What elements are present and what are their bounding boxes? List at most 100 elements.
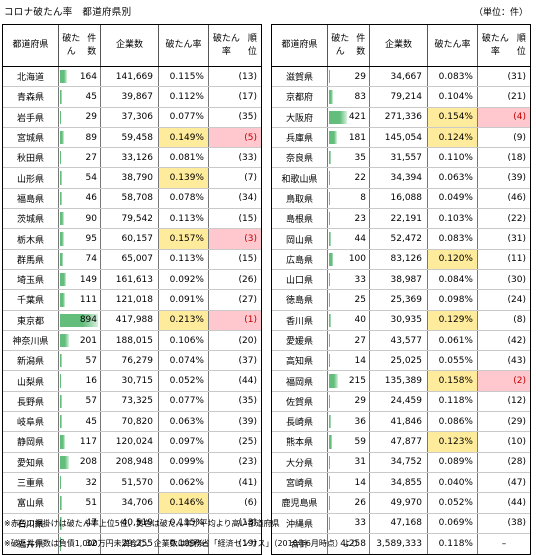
cases-data-bar [60,475,62,490]
rate-cell: 0.113% [159,209,209,229]
rate-cell: 0.077% [159,107,209,127]
page-title: コロナ破たん率 都道府県別 [4,7,132,18]
cases-cell: 421 [328,107,370,127]
cases-cell: 40 [328,310,370,330]
cases-cell: 59 [328,432,370,452]
cases-cell: 201 [59,330,101,351]
rank-cell: (4) [478,107,530,127]
cases-cell: 45 [59,412,101,432]
cases-data-bar [329,272,331,287]
table-header: 都道府県 破たん 件数 企業数 破たん率 破たん率 順位 [3,25,261,67]
rank-cell: (1) [209,310,261,330]
table-row: 青森県 45 39,867 0.112% (17) [3,87,261,108]
table-row: 静岡県 117 120,024 0.097% (25) [3,432,261,453]
rank-cell: (25) [238,436,257,447]
header-rank: 破たん率 順位 [212,33,257,57]
cases-value: 4,258 [340,538,366,549]
companies-cell: 25,025 [370,351,428,371]
cases-cell: 51 [59,493,101,513]
cases-cell: 117 [59,432,101,452]
table-row: 鳥取県 8 16,088 0.049% (46) [272,188,530,210]
table-row: 徳島県 25 25,369 0.098% (24) [272,290,530,311]
prefecture-cell: 北海道 [3,67,59,87]
cases-value: 117 [79,436,97,447]
cases-data-bar [329,475,330,490]
table-row: 鹿児島県 26 49,970 0.052% (44) [272,493,530,514]
table-row: 宮崎県 14 34,855 0.040% (47) [272,472,530,494]
companies-cell: 51,570 [101,472,159,493]
rank-cell: (24) [507,294,526,305]
companies-cell: 22,191 [370,209,428,229]
rate-cell: 0.063% [428,168,478,188]
table-row: 福岡県 215 135,389 0.158% (2) [272,371,530,392]
companies-cell: 121,018 [101,290,159,310]
table-row: 京都府 83 79,214 0.104% (21) [272,87,530,108]
cases-cell: 164 [59,67,101,87]
prefecture-cell: 富山県 [3,493,59,513]
rate-cell: 0.055% [428,351,478,371]
cases-data-bar [60,333,69,348]
rate-cell: 0.074% [159,351,209,371]
companies-cell: 120,024 [101,432,159,452]
cases-cell: 208 [59,452,101,472]
cases-cell: 14 [328,351,370,371]
rank-cell: (44) [238,376,257,387]
companies-cell: 188,015 [101,330,159,351]
cases-data-bar [60,374,61,389]
rate-cell: 0.097% [159,432,209,452]
companies-cell: 271,336 [370,107,428,127]
cases-cell: 33 [328,513,370,533]
cases-data-bar [60,394,63,409]
rank-cell: (12) [507,396,526,407]
cases-value: 29 [354,396,366,407]
rate-cell: 0.092% [159,269,209,290]
table-row: 富山県 51 34,706 0.146% (6) [3,493,261,514]
cases-data-bar [329,70,331,84]
cases-data-bar [329,394,331,409]
prefecture-cell: 和歌山県 [272,168,328,188]
companies-cell: 145,054 [370,127,428,148]
cases-data-bar [329,496,331,510]
cases-data-bar [329,333,331,348]
rank-cell: (43) [507,355,526,366]
rate-cell: 0.115% [159,67,209,87]
table-row: 石川県 47 40,519 0.115% (13) [3,513,261,534]
cases-data-bar [60,435,65,449]
prefecture-cell: 宮城県 [3,127,59,148]
cases-value: 57 [85,396,97,407]
rate-cell: 0.110% [428,148,478,168]
cases-cell: 16 [59,371,101,391]
cases-data-bar [329,110,347,125]
cases-data-bar [329,374,339,389]
prefecture-cell: 愛知県 [3,452,59,472]
footnote-colors: ※赤色の網掛けは破たん率上位5位、黄色は破たん率が平均より高い都道府県 [4,519,280,528]
cases-cell: 14 [328,472,370,493]
rank-cell: (37) [238,355,257,366]
rank-cell: (20) [238,335,257,346]
cases-data-bar [329,171,330,186]
rate-cell: 0.078% [159,188,209,209]
prefecture-cell: 山口県 [272,269,328,290]
rate-cell: 0.106% [159,330,209,351]
cases-cell: 74 [59,249,101,269]
companies-cell: 208,948 [101,452,159,472]
cases-data-bar [329,252,334,267]
cases-cell: 22 [328,168,370,188]
cases-cell: 32 [59,472,101,493]
left-table: 都道府県 破たん 件数 企業数 破たん率 破たん率 順位 北海道 164 141,669… [2,24,262,555]
rank-cell: (34) [238,193,257,204]
cases-data-bar [329,516,331,531]
cases-value: 201 [79,335,97,346]
rank-cell: (15) [238,254,257,265]
footnote-source: ※破たん件数は負債1,000万円未満含む、企業数は総務省「経済センサス」（201… [4,539,359,548]
table-header: 都道府県 破たん 件数 企業数 破たん率 破たん率 順位 [272,25,530,67]
cases-data-bar [329,354,330,368]
cases-value: 111 [79,294,97,305]
companies-cell: 43,577 [370,330,428,351]
prefecture-cell: 兵庫県 [272,127,328,148]
table-row: 三重県 32 51,570 0.062% (41) [3,472,261,494]
rank-cell: – [501,538,507,549]
prefecture-cell: 徳島県 [272,290,328,310]
rate-cell: 0.081% [159,148,209,168]
prefecture-cell: 新潟県 [3,351,59,371]
